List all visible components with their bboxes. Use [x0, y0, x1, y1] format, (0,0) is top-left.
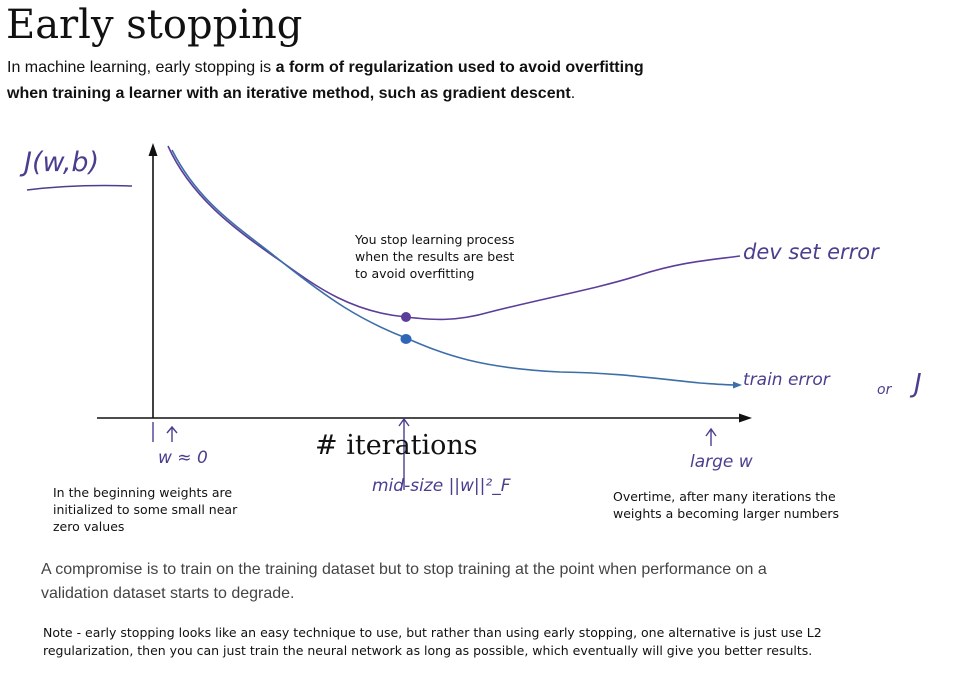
note-text: Note - early stopping looks like an easy… — [43, 624, 822, 660]
right-up-arrow-icon — [705, 427, 717, 446]
train-error-curve — [171, 149, 739, 386]
intro-line-2: when training a learner with an iterativ… — [7, 85, 575, 103]
right-note-line: weights a becoming larger numbers — [613, 506, 839, 521]
intro-bold-2: when training a learner with an iterativ… — [7, 85, 571, 102]
right-mark-label: large w — [690, 452, 753, 472]
note-line: regularization, then you can just train … — [43, 643, 813, 658]
j-label: J — [914, 369, 922, 399]
note-line: Note - early stopping looks like an easy… — [43, 625, 822, 640]
left-note: In the beginning weights are initialized… — [53, 484, 237, 535]
stop-note: You stop learning process when the resul… — [355, 231, 515, 282]
intro-end: . — [570, 85, 576, 102]
stop-note-line: to avoid overfitting — [355, 266, 475, 281]
stop-note-line: when the results are best — [355, 249, 515, 264]
or-label: or — [877, 382, 892, 398]
right-note: Overtime, after many iterations the weig… — [613, 488, 839, 522]
left-note-line: In the beginning weights are — [53, 485, 233, 500]
y-label-underline — [26, 184, 133, 191]
stop-note-line: You stop learning process — [355, 232, 515, 247]
dev-set-error-curve — [167, 145, 741, 321]
mid-up-arrow-icon — [398, 417, 410, 490]
page-title: Early stopping — [6, 2, 303, 48]
train-curve-arrow-icon — [733, 381, 742, 389]
x-axis-arrow-icon — [739, 413, 752, 423]
dev-curve-label: dev set error — [743, 240, 879, 264]
y-axis-arrow-icon — [148, 143, 158, 156]
mid-mark-label: mid-size ||w||²_F — [372, 476, 511, 496]
left-note-line: zero values — [53, 519, 125, 534]
train-curve-label: train error — [743, 370, 830, 390]
x-axis-label: # iterations — [315, 430, 478, 461]
compromise-text: A compromise is to train on the training… — [41, 558, 767, 606]
intro-line-1: In machine learning, early stopping is a… — [7, 59, 644, 77]
left-up-arrow-icon — [166, 425, 178, 442]
stop-point-dev — [401, 312, 411, 322]
compromise-line: A compromise is to train on the training… — [41, 561, 767, 578]
intro-plain: In machine learning, early stopping is — [7, 59, 276, 76]
intro-bold-1: a form of regularization used to avoid o… — [275, 59, 644, 76]
compromise-line: validation dataset starts to degrade. — [41, 585, 295, 602]
stop-point-train — [400, 334, 412, 344]
left-note-line: initialized to some small near — [53, 502, 238, 517]
right-note-line: Overtime, after many iterations the — [613, 489, 836, 504]
left-mark-label: w ≈ 0 — [158, 448, 208, 468]
y-axis-label: J(w,b) — [24, 147, 100, 178]
